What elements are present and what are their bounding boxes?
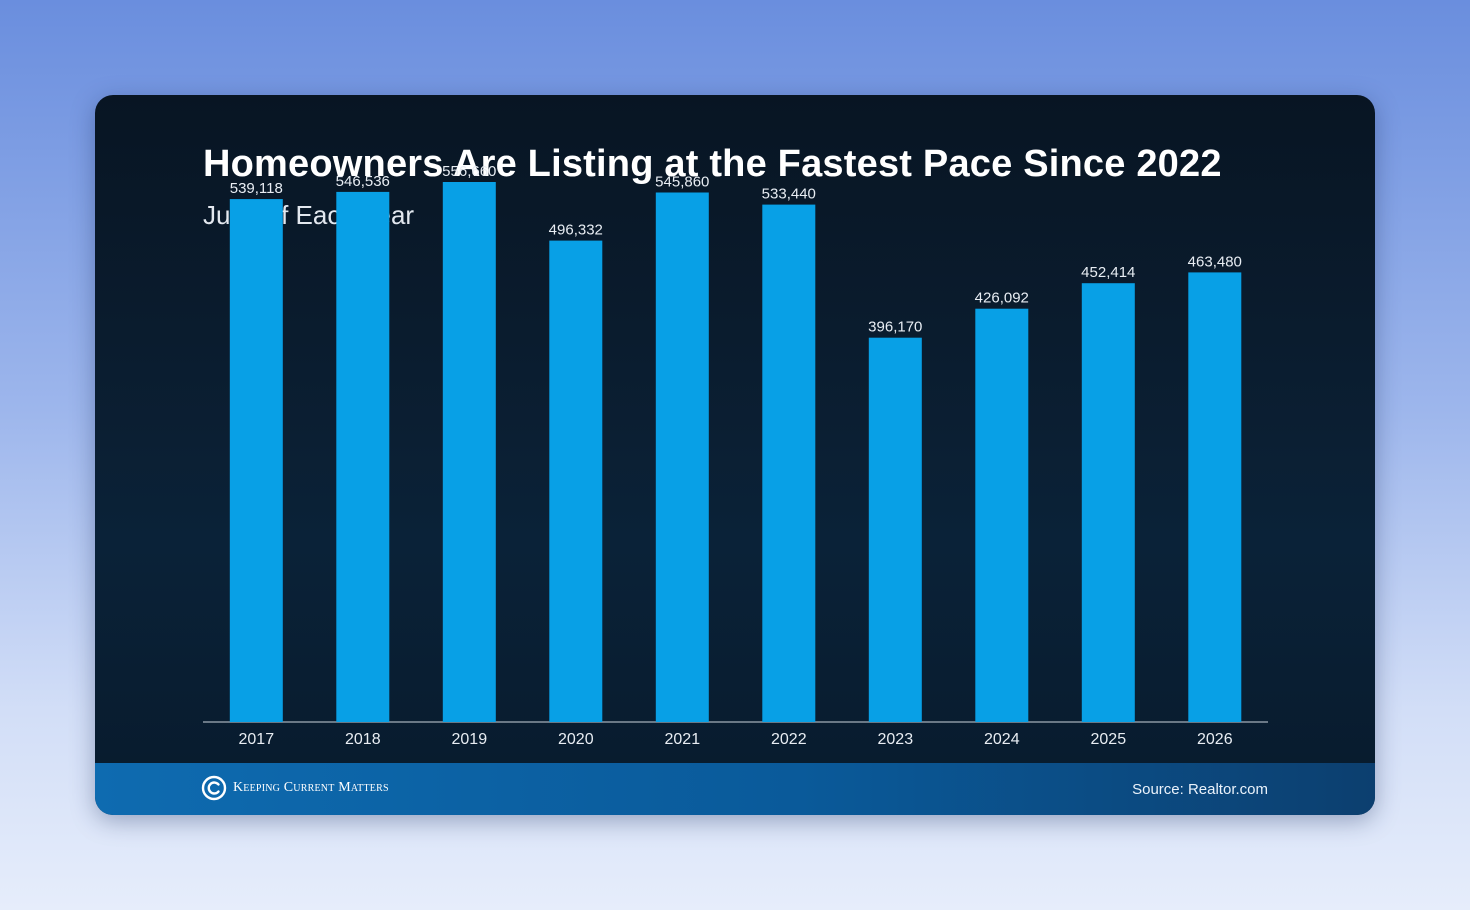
x-tick-2021: 2021 <box>665 731 701 748</box>
bar-2017 <box>229 199 283 723</box>
kcm-logo-icon <box>201 775 227 801</box>
data-label-2018: 546,536 <box>336 173 390 190</box>
brand: Keeping Current Matters <box>201 775 389 801</box>
bar-2021 <box>655 192 709 722</box>
data-label-2017: 539,118 <box>230 180 283 197</box>
data-label-2020: 496,332 <box>549 222 603 239</box>
brand-name: Keeping Current Matters <box>233 780 389 795</box>
bar-2020 <box>549 240 603 722</box>
x-tick-2017: 2017 <box>239 731 275 748</box>
bar-2025 <box>1081 283 1135 722</box>
x-tick-2019: 2019 <box>452 731 488 748</box>
data-label-2022: 533,440 <box>762 186 816 203</box>
bar-2018 <box>336 191 390 722</box>
bar-2024 <box>975 308 1029 722</box>
bar-2023 <box>868 337 922 722</box>
bar-chart: 539,118 2017 546,536 2018 556,660 2019 496,332… <box>203 163 1268 748</box>
x-tick-2024: 2024 <box>984 731 1020 748</box>
data-label-2023: 396,170 <box>868 319 922 336</box>
data-label-2021: 545,860 <box>655 174 709 191</box>
x-tick-2025: 2025 <box>1091 731 1127 748</box>
chart-title: Homeowners Are Listing at the Fastest Pa… <box>203 143 1222 185</box>
source-note: Source: Realtor.com <box>1132 781 1268 798</box>
x-tick-2018: 2018 <box>345 731 381 748</box>
x-tick-2022: 2022 <box>771 731 807 748</box>
data-label-2026: 463,480 <box>1188 253 1242 270</box>
data-label-2025: 452,414 <box>1081 264 1135 281</box>
data-label-2024: 426,092 <box>975 290 1029 307</box>
bar-2022 <box>762 204 816 723</box>
x-tick-2023: 2023 <box>878 731 914 748</box>
footer-bar: Keeping Current Matters Source: Realtor.… <box>95 763 1375 815</box>
x-tick-2026: 2026 <box>1197 731 1233 748</box>
data-label-2019: 556,660 <box>442 163 496 180</box>
bar-2019 <box>442 182 496 722</box>
x-tick-2020: 2020 <box>558 731 594 748</box>
chart-card: Homeowners Are Listing at the Fastest Pa… <box>95 95 1375 815</box>
bar-2026 <box>1188 272 1242 722</box>
